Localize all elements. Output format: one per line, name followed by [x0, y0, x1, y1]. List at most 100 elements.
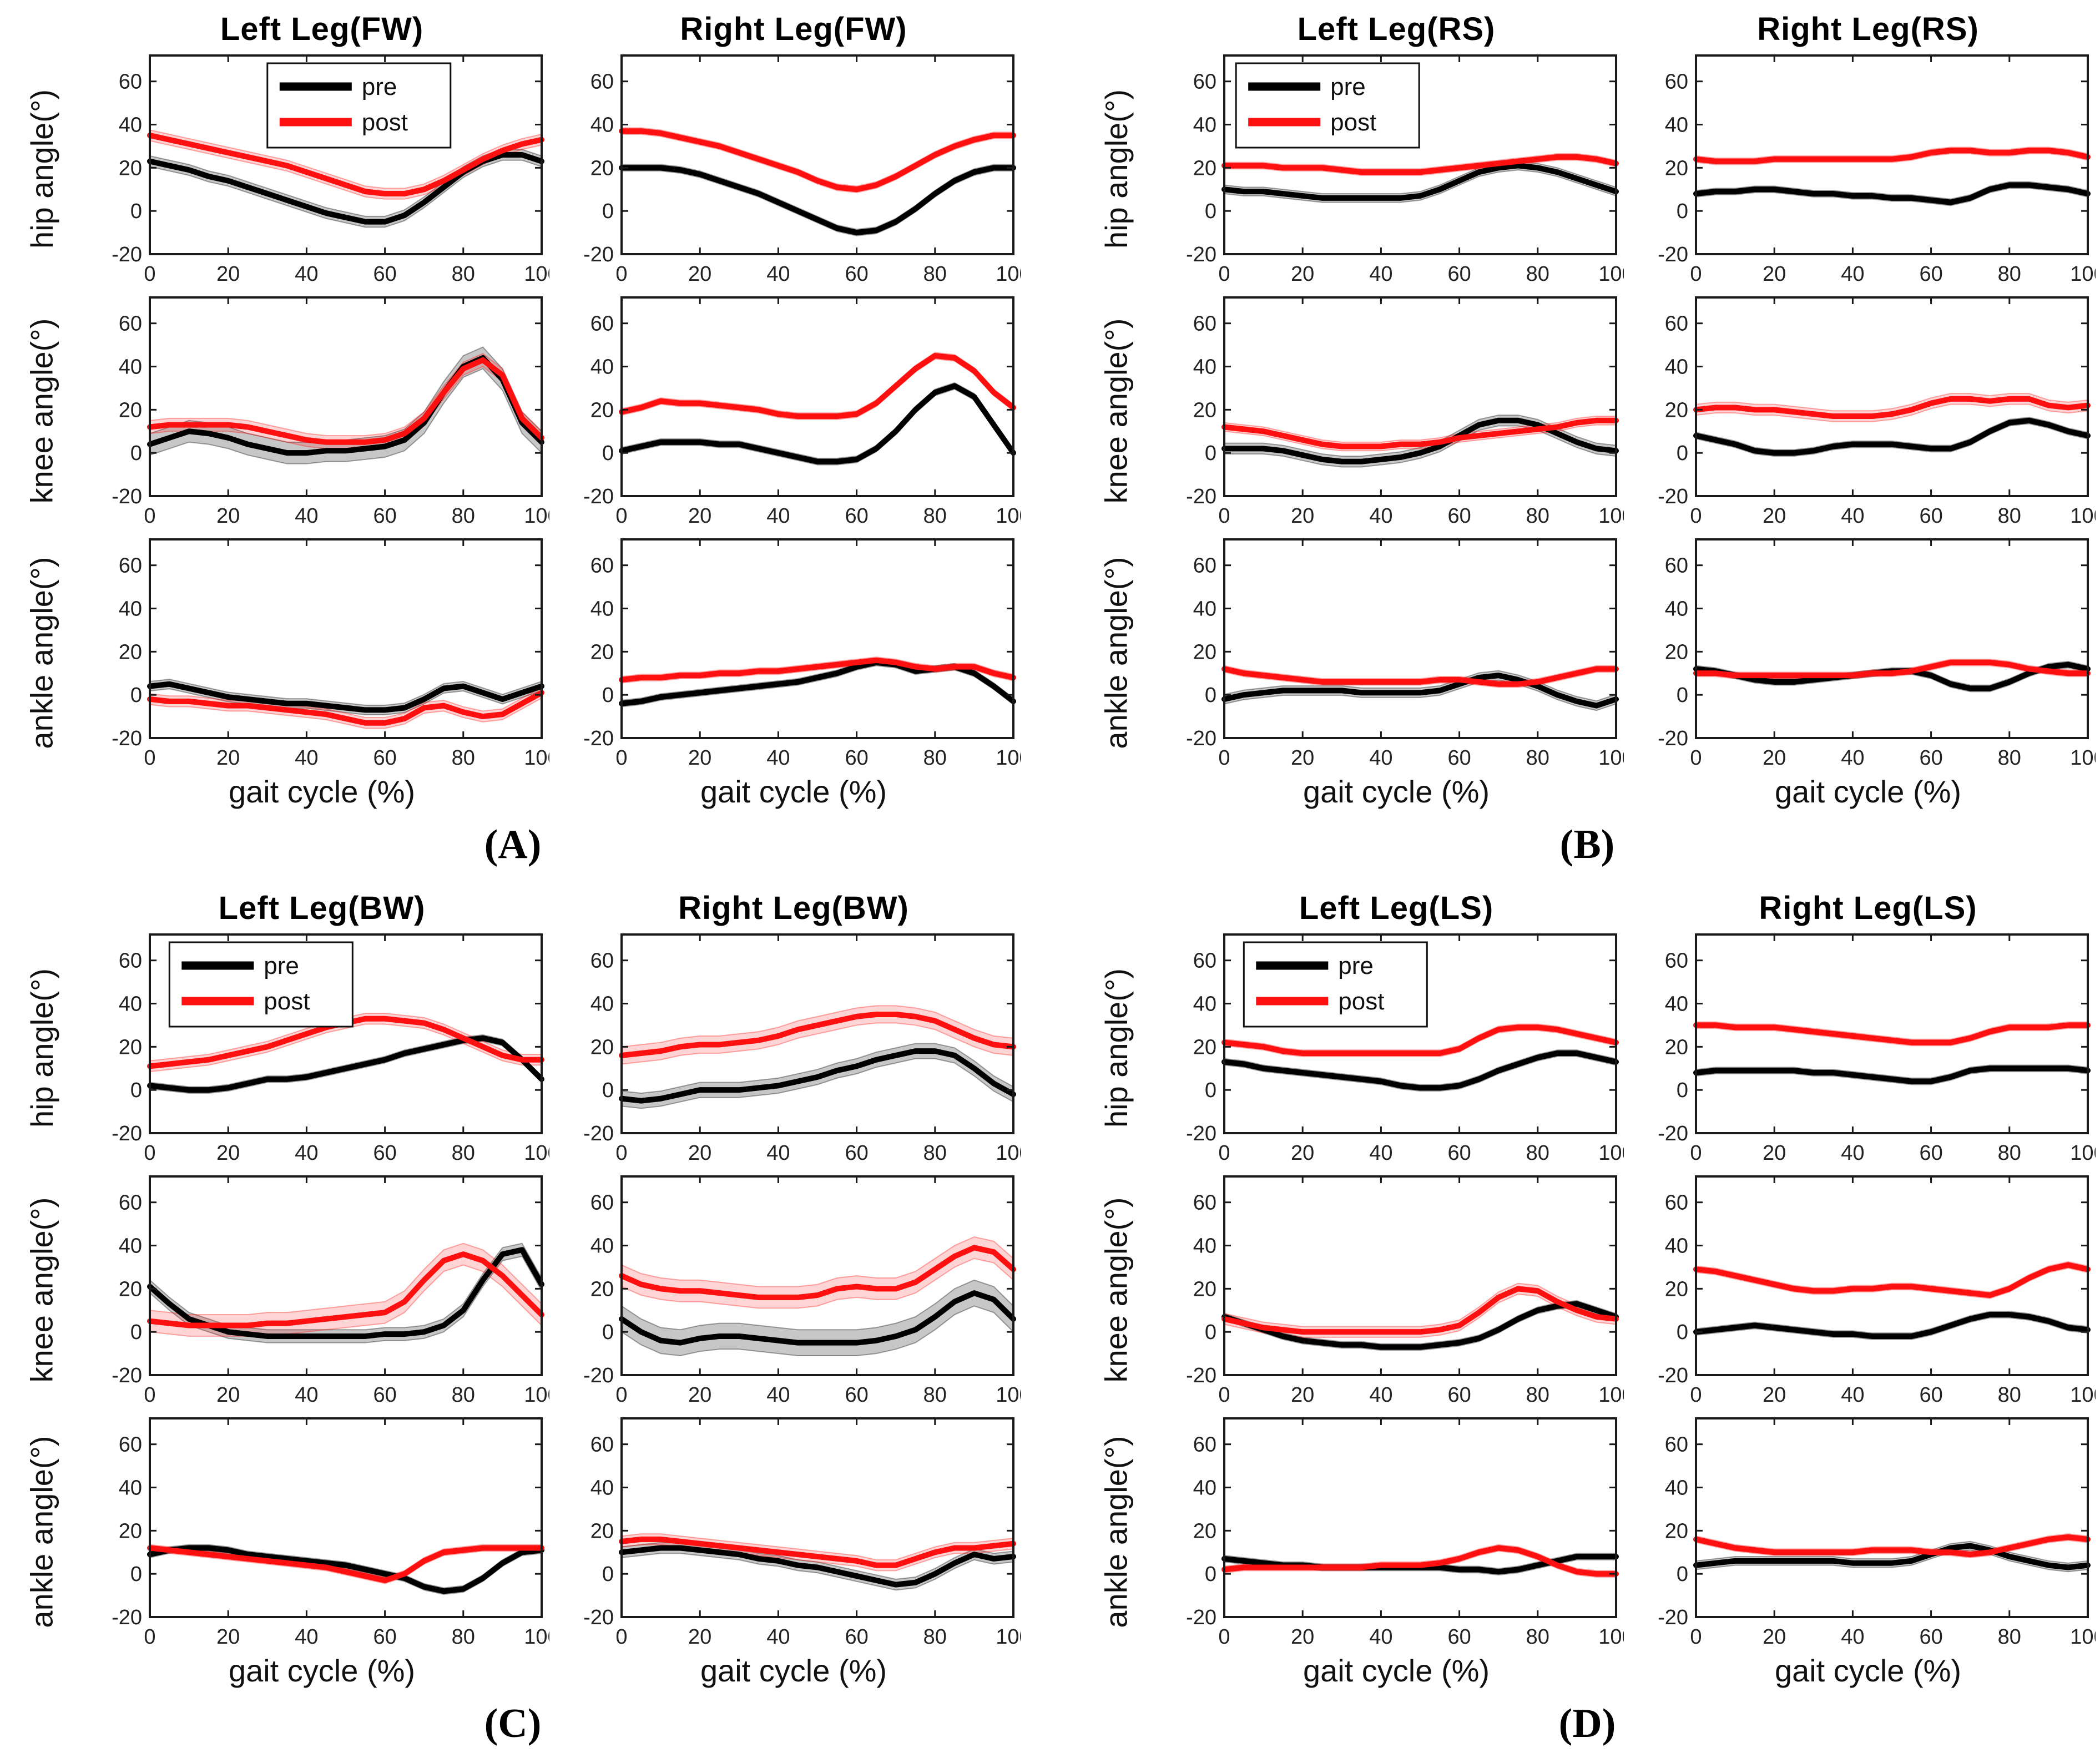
svg-text:pre: pre	[1330, 73, 1366, 100]
svg-text:0: 0	[1205, 442, 1216, 465]
spacer	[6, 879, 78, 927]
svg-text:80: 80	[452, 1383, 475, 1407]
svg-text:60: 60	[845, 1141, 868, 1165]
svg-text:0: 0	[1690, 1625, 1702, 1649]
svg-text:60: 60	[590, 949, 614, 973]
svg-text:60: 60	[845, 504, 868, 528]
svg-text:20: 20	[216, 746, 240, 770]
svg-text:40: 40	[119, 993, 142, 1016]
svg-text:60: 60	[119, 312, 142, 336]
svg-text:0: 0	[144, 746, 155, 770]
svg-text:60: 60	[1665, 70, 1688, 94]
svg-text:40: 40	[1193, 1235, 1216, 1258]
svg-text:-20: -20	[583, 485, 614, 508]
svg-text:60: 60	[1919, 1625, 1942, 1649]
svg-text:40: 40	[1193, 993, 1216, 1016]
svg-text:pre: pre	[362, 73, 397, 100]
svg-text:100: 100	[1598, 1625, 1624, 1649]
svg-text:40: 40	[295, 504, 318, 528]
svg-text:80: 80	[1998, 1141, 2021, 1165]
svg-text:20: 20	[1193, 398, 1216, 422]
svg-text:60: 60	[1919, 746, 1942, 770]
svg-text:0: 0	[615, 262, 627, 286]
panel-C: Left Leg(BW) Right Leg(BW) hip angle(°) …	[0, 879, 1026, 1758]
xlabel-gait-cycle: gait cycle (%)	[1303, 774, 1490, 809]
svg-text:40: 40	[1841, 1383, 1864, 1407]
spacer	[1080, 774, 1152, 825]
svg-text:80: 80	[452, 746, 475, 770]
svg-text:100: 100	[524, 1625, 549, 1649]
svg-text:-20: -20	[583, 1122, 614, 1145]
svg-text:60: 60	[845, 262, 868, 286]
svg-text:60: 60	[1919, 262, 1942, 286]
svg-text:-20: -20	[1186, 1122, 1216, 1145]
svg-text:40: 40	[1665, 993, 1688, 1016]
svg-text:100: 100	[524, 1141, 549, 1165]
svg-text:0: 0	[1690, 1383, 1702, 1407]
svg-text:100: 100	[996, 1383, 1021, 1407]
svg-text:60: 60	[1665, 312, 1688, 336]
svg-text:0: 0	[615, 1383, 627, 1407]
svg-text:20: 20	[119, 1519, 142, 1543]
svg-text:0: 0	[130, 200, 142, 223]
spacer	[1080, 0, 1152, 48]
svg-text:20: 20	[590, 398, 614, 422]
svg-text:40: 40	[1665, 356, 1688, 379]
xlabel-gait-cycle: gait cycle (%)	[228, 774, 416, 809]
svg-text:80: 80	[1526, 746, 1549, 770]
svg-text:40: 40	[1193, 598, 1216, 621]
svg-text:80: 80	[923, 1625, 947, 1649]
svg-text:100: 100	[996, 746, 1021, 770]
row-label-ankle: ankle angle(°)	[24, 1435, 59, 1628]
svg-text:0: 0	[602, 200, 614, 223]
spacer	[6, 0, 78, 48]
row-label-knee: knee angle(°)	[1098, 1197, 1134, 1382]
svg-text:-20: -20	[112, 485, 142, 508]
svg-text:100: 100	[996, 1141, 1021, 1165]
svg-text:20: 20	[1665, 640, 1688, 664]
svg-text:80: 80	[923, 504, 947, 528]
row-label-knee: knee angle(°)	[24, 1197, 59, 1382]
svg-text:20: 20	[119, 1277, 142, 1301]
svg-text:40: 40	[1193, 114, 1216, 137]
panel-B-right-title: Right Leg(RS)	[1757, 11, 1979, 47]
svg-text:20: 20	[119, 640, 142, 664]
svg-text:20: 20	[1193, 1519, 1216, 1543]
svg-text:0: 0	[602, 684, 614, 707]
svg-text:40: 40	[590, 356, 614, 379]
svg-text:0: 0	[615, 1141, 627, 1165]
svg-text:80: 80	[923, 262, 947, 286]
svg-text:40: 40	[1665, 598, 1688, 621]
svg-text:post: post	[1330, 109, 1376, 136]
svg-text:20: 20	[1665, 1035, 1688, 1059]
svg-text:60: 60	[1193, 1191, 1216, 1215]
svg-text:0: 0	[144, 1625, 155, 1649]
svg-text:20: 20	[1291, 1383, 1314, 1407]
svg-text:20: 20	[590, 1277, 614, 1301]
svg-text:-20: -20	[583, 243, 614, 266]
svg-text:0: 0	[1677, 442, 1688, 465]
svg-text:60: 60	[1919, 504, 1942, 528]
row-label-ankle: ankle angle(°)	[1098, 1435, 1134, 1628]
svg-text:80: 80	[923, 746, 947, 770]
svg-text:60: 60	[1665, 1433, 1688, 1457]
panel-A-right-title: Right Leg(FW)	[680, 11, 907, 47]
svg-text:0: 0	[130, 684, 142, 707]
panel-A: Left Leg(FW) Right Leg(FW) hip angle(°) …	[0, 0, 1026, 879]
spacer	[6, 774, 78, 825]
svg-text:20: 20	[590, 640, 614, 664]
svg-text:20: 20	[1665, 156, 1688, 180]
xlabel-gait-cycle: gait cycle (%)	[700, 1653, 887, 1688]
